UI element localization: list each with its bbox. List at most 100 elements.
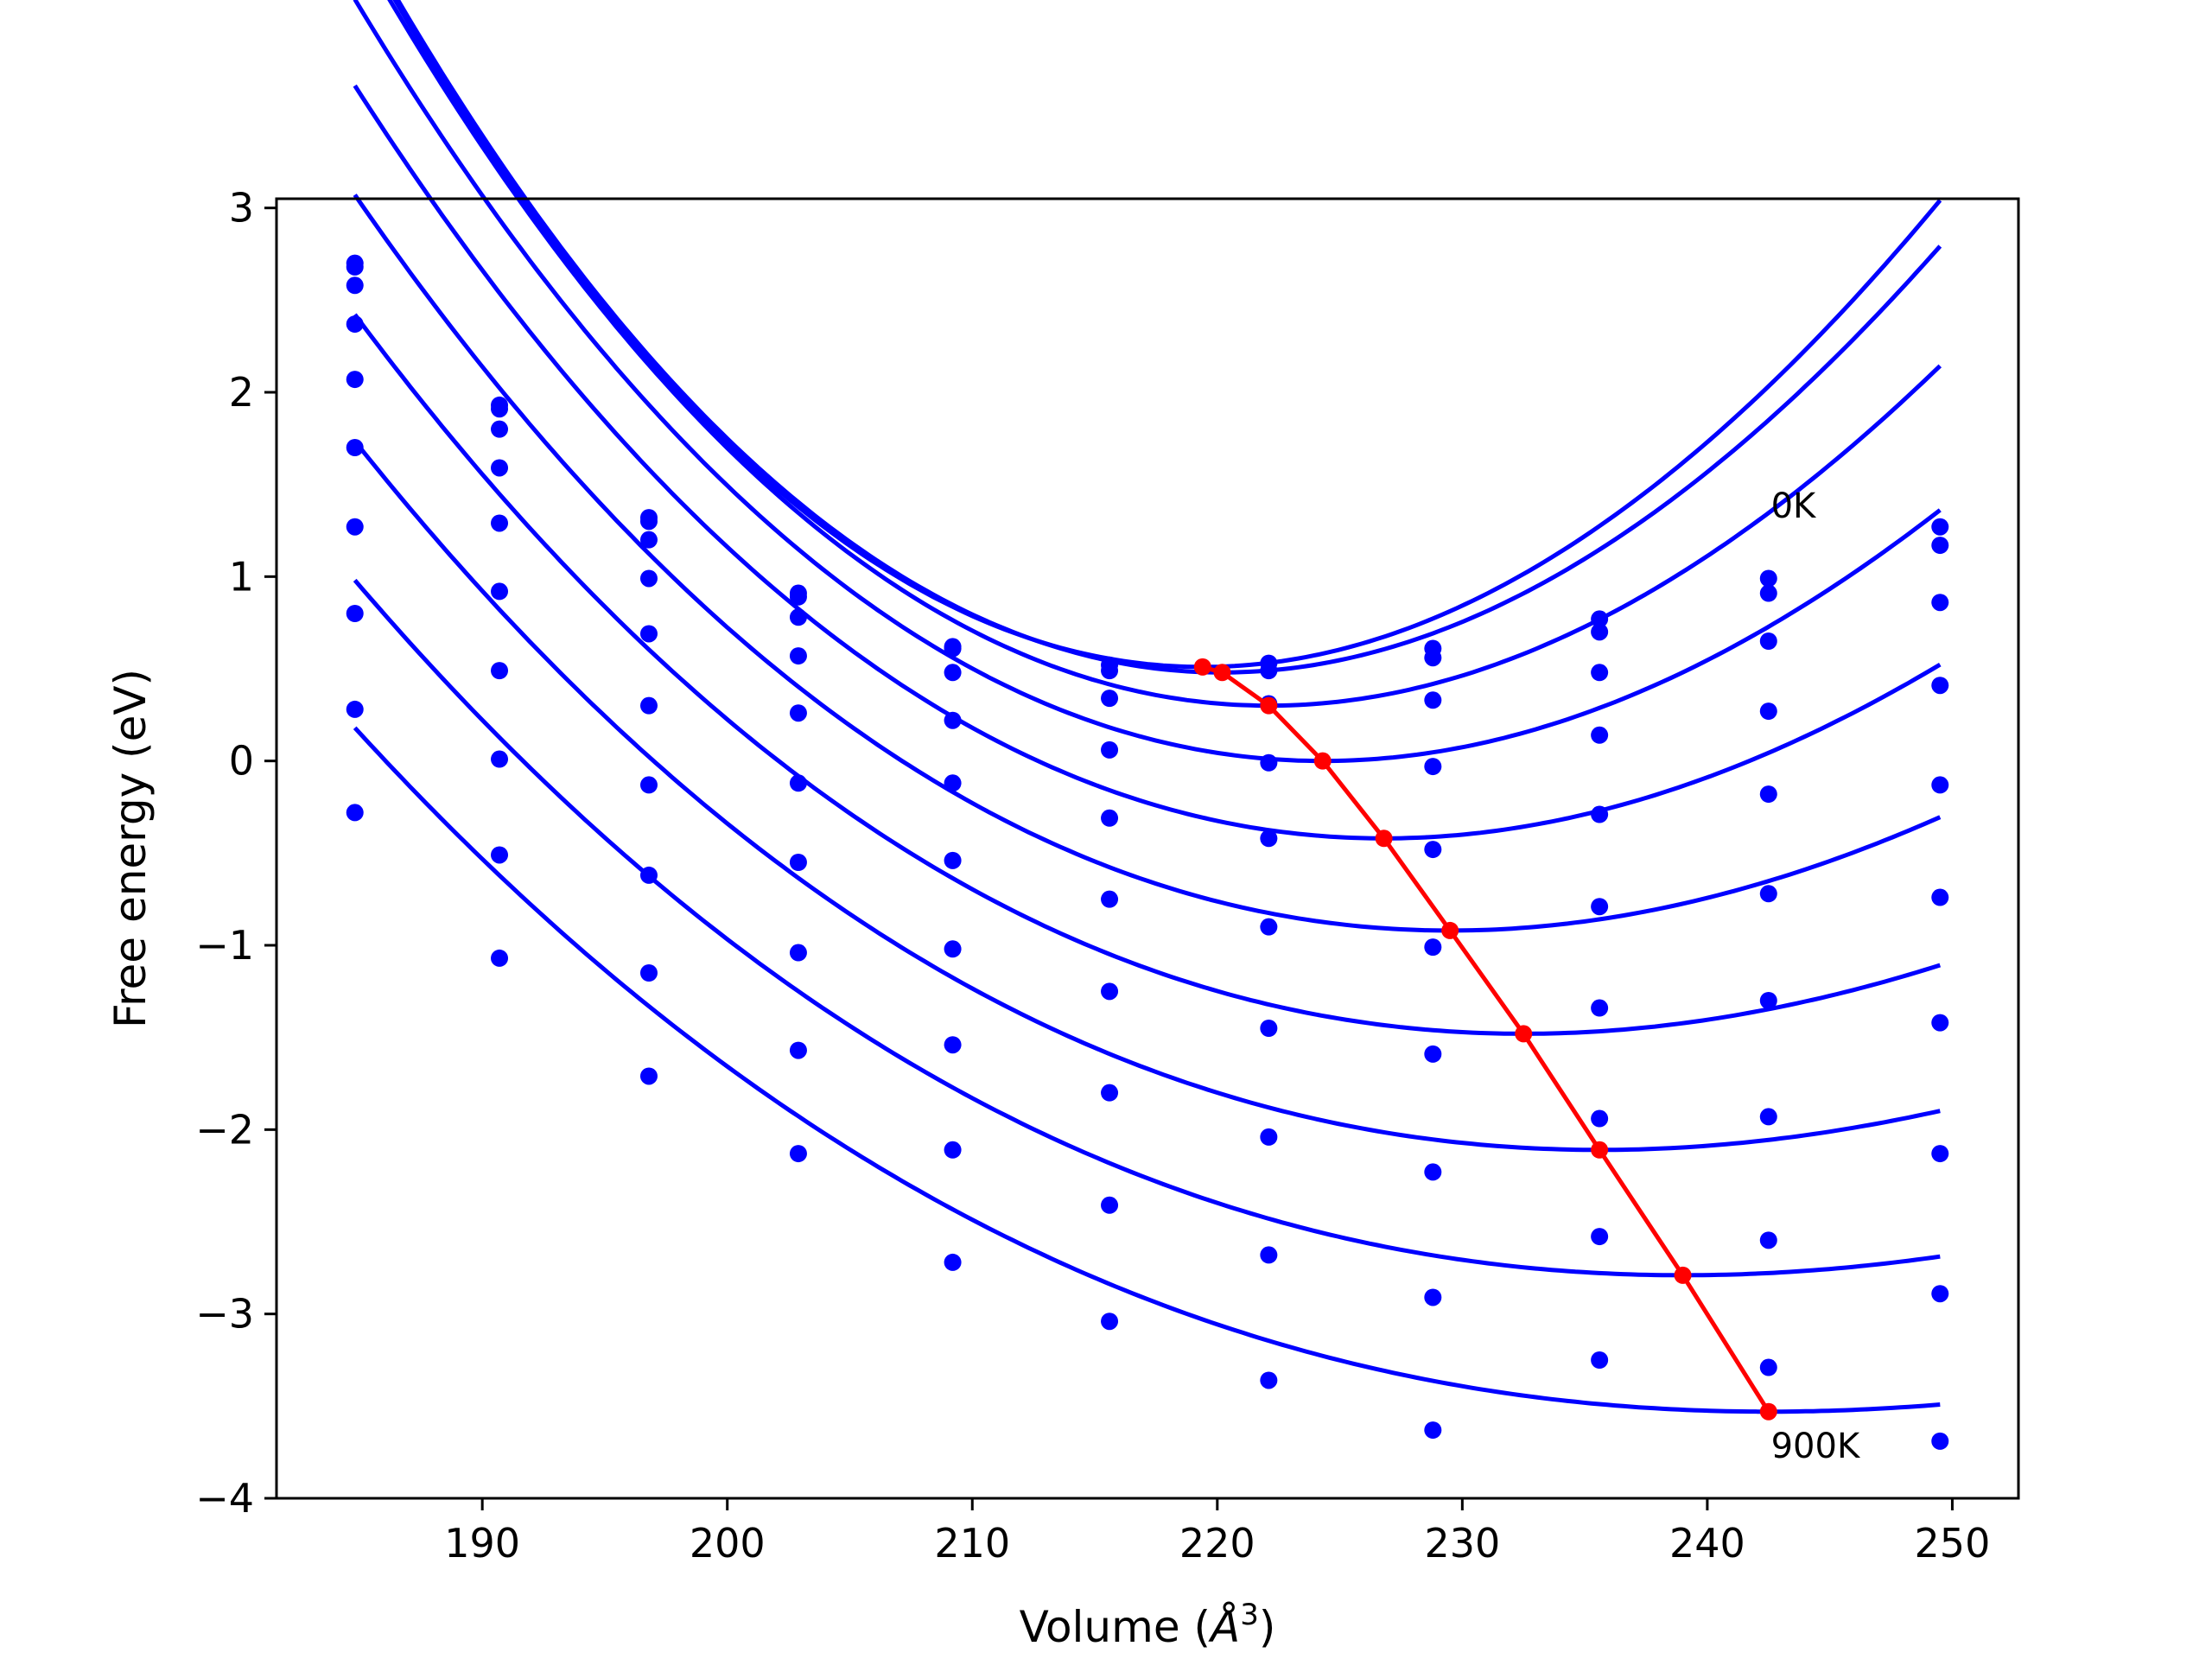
fit-curve-400K [353,84,1942,841]
minima-line [1193,658,1777,1421]
fit-curve-600K [353,313,1942,1036]
data-point-300K [1260,753,1278,772]
x-tick-label: 230 [1424,1520,1500,1567]
y-tick-label: −3 [195,1291,254,1338]
data-point-600K [1260,1020,1278,1037]
data-point-900K [1101,1313,1119,1331]
data-point-300K [1591,726,1609,744]
data-point-700K [1591,1109,1609,1128]
data-point-300K [639,569,658,588]
data-point-900K [491,949,509,967]
data-point-200K [491,420,509,438]
data-point-400K [346,371,364,389]
data-point-0K [1931,518,1949,536]
data-point-500K [1591,898,1609,916]
x-tick-label: 200 [690,1520,766,1567]
fit-curve-900K [353,726,1941,1414]
data-point-100K [639,512,658,531]
plot-frame [275,197,2020,1500]
minima-path [1202,664,1770,1414]
data-point-800K [1424,1288,1442,1306]
data-point-600K [1424,1045,1442,1063]
data-point-400K [1931,776,1949,794]
data-point-0K [1759,569,1777,588]
x-tick-label: 240 [1669,1520,1745,1567]
data-point-500K [1101,890,1119,908]
data-point-100K [789,588,807,606]
data-point-800K [346,700,364,718]
data-point-500K [639,696,658,715]
data-point-900K [944,1253,962,1271]
x-tick-label: 210 [934,1520,1010,1567]
data-point-100K [1260,662,1278,680]
data-point-500K [491,582,509,601]
y-tick-label: −4 [195,1475,254,1522]
data-point-200K [639,531,658,549]
data-point-400K [1101,809,1119,827]
fit-curve-700K [353,440,1941,1153]
data-point-800K [1759,1231,1777,1249]
data-point-600K [1101,982,1119,1001]
annotation-0k: 0K [1771,486,1817,526]
data-point-900K [639,1067,658,1085]
minimum-point [1441,921,1459,939]
data-point-800K [491,846,509,864]
data-point-500K [1759,885,1777,903]
data-point-400K [944,774,962,792]
data-point-300K [1101,741,1119,759]
data-point-600K [491,662,509,680]
data-point-700K [1101,1084,1119,1102]
data-point-900K [1424,1421,1442,1440]
data-point-200K [1101,690,1119,708]
annotations: 0K 900K [1771,486,1861,1466]
data-point-800K [1931,1285,1949,1303]
minimum-point [1313,752,1332,770]
data-point-600K [639,776,658,794]
data-point-200K [1591,664,1609,682]
data-point-700K [491,750,509,768]
data-point-800K [789,1041,807,1059]
data-point-900K [1260,1371,1278,1389]
x-tick-label: 250 [1915,1520,1991,1567]
y-tick-label: −2 [195,1106,254,1153]
y-tick-label: 2 [229,369,254,416]
x-axis-ticks: 190 200 210 220 230 240 250 [444,1498,1990,1567]
data-point-200K [944,664,962,682]
data-point-700K [1759,1108,1777,1126]
data-point-300K [1759,702,1777,721]
data-point-0K [1591,610,1609,628]
data-point-100K [346,257,364,276]
y-axis-label: Free energy (eV) [105,669,156,1028]
fit-curve-300K [353,0,1942,764]
data-point-600K [1759,992,1777,1009]
data-point-700K [944,1036,962,1054]
y-axis-ticks: −4 −3 −2 −1 0 1 2 3 [195,185,276,1522]
fit-curve-200K [387,0,1942,709]
annotation-900k: 900K [1771,1427,1861,1466]
x-tick-label: 220 [1179,1520,1255,1567]
data-point-900K [346,804,364,822]
data-point-200K [1424,691,1442,709]
minimum-point [1213,664,1231,682]
data-point-400K [789,704,807,722]
minimum-point [1260,696,1278,715]
data-point-800K [1101,1196,1119,1214]
data-point-100K [1101,662,1119,680]
minimum-point [1674,1266,1692,1284]
fit-curves [353,0,1942,1414]
data-point-100K [944,639,962,658]
minimum-point [1515,1025,1533,1043]
data-point-900K [789,1145,807,1163]
data-point-400K [1591,805,1609,823]
data-point-100K [1591,623,1609,641]
data-point-600K [1591,999,1609,1017]
data-point-900K [1591,1351,1609,1369]
data-point-800K [639,964,658,982]
data-point-400K [1424,841,1442,859]
minimum-point [1591,1141,1609,1159]
data-point-600K [789,854,807,871]
y-tick-label: −1 [195,922,254,969]
data-point-700K [1424,1163,1442,1181]
